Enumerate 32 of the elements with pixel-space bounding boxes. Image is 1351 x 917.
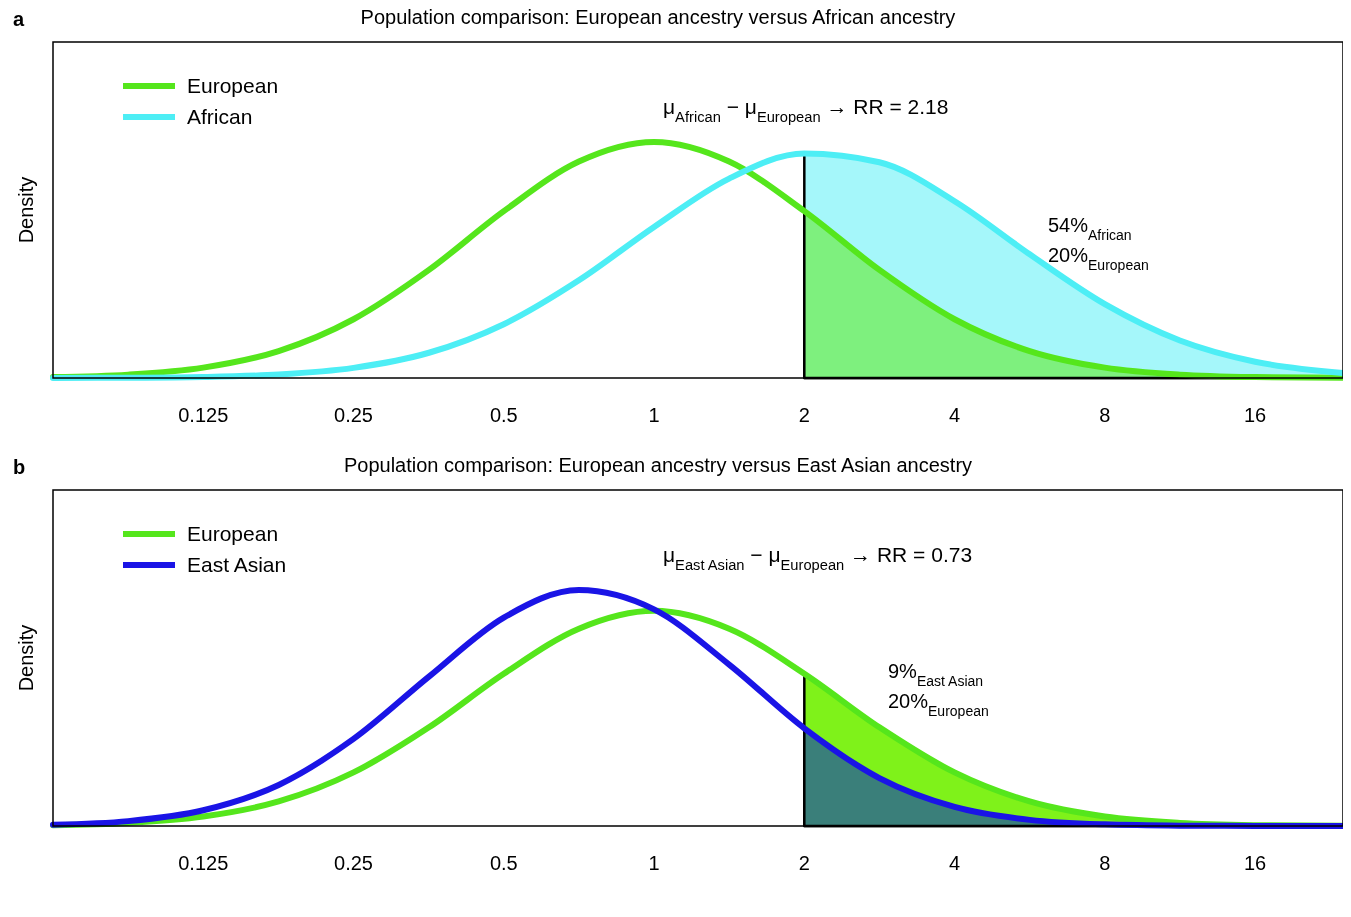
x-tick-label: 4: [949, 404, 961, 426]
text: μ$_{East Asian}$ − μ$_{European}$ → RR = 0.73: [663, 543, 973, 573]
x-tick-label: 0.25: [334, 852, 373, 874]
x-tick-label: 0.25: [334, 404, 373, 426]
y-axis-title: Density: [15, 176, 37, 244]
text: a: [13, 8, 25, 30]
annotation: 54%$_{African}$: [1048, 214, 1132, 243]
legend-label: European: [187, 522, 279, 545]
x-tick-label: 16: [1243, 852, 1267, 874]
x-tick-label: 0.125: [178, 852, 229, 874]
x-tick-label: 0.5: [489, 852, 518, 874]
y-axis-title: Density: [15, 624, 37, 692]
chart-title: Population comparison: European ancestry versus East Asian ancestry: [343, 454, 973, 476]
annotation: 20%$_{European}$: [888, 690, 989, 719]
x-tick-label: 4: [949, 852, 961, 874]
legend-label: European: [187, 74, 279, 97]
text: μ$_{African}$ − μ$_{European}$ → RR = 2.18: [663, 95, 949, 125]
x-tick-label: 8: [1099, 852, 1111, 874]
chart-title: Population comparison: European ancestry versus African ancestry: [360, 6, 956, 28]
legend-label: East Asian: [187, 553, 287, 576]
x-tick-label: 1: [648, 852, 660, 874]
x-tick-label: 2: [798, 852, 810, 874]
x-tick-label: 2: [798, 404, 810, 426]
annotation: 20%$_{European}$: [1048, 244, 1149, 273]
x-tick-label: 8: [1099, 404, 1111, 426]
x-tick-label: 0.5: [489, 404, 518, 426]
text: b: [13, 456, 26, 478]
x-tick-label: 0.125: [178, 404, 229, 426]
annotation: 9%$_{East Asian}$: [888, 660, 984, 689]
x-tick-label: 16: [1243, 404, 1267, 426]
legend-label: African: [187, 105, 253, 128]
x-tick-label: 1: [648, 404, 660, 426]
